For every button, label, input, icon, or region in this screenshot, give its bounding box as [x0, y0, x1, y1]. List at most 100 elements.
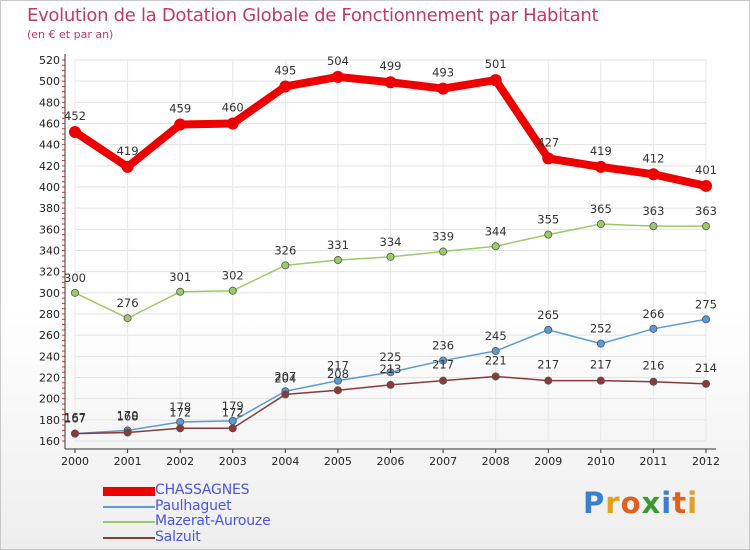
data-point — [649, 377, 658, 386]
data-point — [123, 314, 132, 323]
y-tick-label: 520 — [39, 54, 60, 67]
data-point — [596, 339, 605, 348]
chart-title: Evolution de la Dotation Globale de Fonc… — [27, 5, 599, 26]
data-label: 167 — [64, 412, 86, 426]
legend-label: CHASSAGNES — [155, 482, 250, 498]
data-point — [281, 261, 290, 270]
legend-swatch — [103, 487, 155, 496]
data-label: 460 — [222, 101, 244, 115]
data-label: 217 — [432, 358, 454, 372]
data-label: 363 — [695, 204, 717, 218]
data-label: 326 — [274, 243, 296, 257]
data-point — [702, 379, 711, 388]
data-point — [71, 429, 80, 438]
data-point — [647, 168, 660, 181]
logo-letter: r — [605, 486, 621, 520]
data-point — [281, 390, 290, 399]
data-point — [542, 152, 555, 165]
y-tick-label: 280 — [39, 308, 60, 321]
data-label: 302 — [222, 269, 244, 283]
data-point — [702, 222, 711, 231]
data-label: 265 — [537, 308, 559, 322]
data-point — [279, 80, 292, 93]
data-label: 276 — [117, 296, 139, 310]
data-point — [331, 70, 344, 83]
x-tick-label: 2012 — [692, 455, 720, 468]
data-labels: 452 419 459 460 495 504 499 493 501 427 419 412 401 1… — [64, 54, 717, 426]
y-tick-label: 300 — [39, 287, 60, 300]
x-tick-label: 2006 — [377, 455, 405, 468]
data-label: 419 — [117, 144, 139, 158]
x-tick-label: 2005 — [324, 455, 352, 468]
data-label: 331 — [327, 238, 349, 252]
data-label: 221 — [485, 353, 507, 367]
y-tick-label: 160 — [39, 435, 60, 448]
data-point — [596, 220, 605, 229]
data-label: 207 — [274, 369, 296, 383]
data-label: 214 — [695, 361, 717, 375]
logo-letter: i — [687, 486, 699, 520]
data-label: 172 — [169, 405, 191, 419]
data-label: 275 — [695, 297, 717, 311]
y-tick-label: 240 — [39, 350, 60, 363]
data-label: 344 — [485, 224, 507, 238]
legend-label: Mazerat-Aurouze — [155, 513, 271, 529]
data-point — [596, 376, 605, 385]
data-label: 172 — [222, 405, 244, 419]
data-point — [439, 356, 448, 365]
series-layer — [69, 70, 712, 438]
data-point — [491, 347, 500, 356]
legend-label: Paulhaguet — [155, 497, 232, 514]
x-tick-label: 2004 — [271, 455, 299, 468]
data-point — [489, 74, 502, 87]
x-tick-label: 2007 — [429, 455, 457, 468]
data-point — [491, 372, 500, 381]
data-label: 504 — [327, 54, 349, 68]
data-point — [333, 376, 342, 385]
y-tick-label: 460 — [39, 118, 60, 131]
data-point — [226, 117, 239, 130]
x-tick-label: 2003 — [219, 455, 247, 468]
data-label: 334 — [380, 235, 402, 249]
data-point — [544, 376, 553, 385]
logo-letter: P — [583, 486, 606, 520]
proxiti-logo: Proxiti — [583, 486, 698, 520]
data-label: 365 — [590, 202, 612, 216]
data-label: 493 — [432, 66, 454, 80]
legend-swatch — [103, 521, 155, 523]
y-tick-label: 400 — [39, 181, 60, 194]
y-tick-label: 380 — [39, 202, 60, 215]
x-tick-label: 2010 — [587, 455, 615, 468]
data-point — [439, 376, 448, 385]
legend-swatch — [103, 536, 155, 539]
data-label: 225 — [380, 350, 402, 364]
logo-letter: o — [620, 486, 642, 520]
legend-swatch — [103, 505, 155, 508]
data-label: 178 — [169, 400, 191, 414]
y-tick-label: 180 — [39, 414, 60, 427]
data-label: 495 — [274, 63, 296, 77]
data-point — [491, 242, 500, 251]
data-point — [594, 160, 607, 173]
data-point — [174, 118, 187, 131]
logo-letter: x — [641, 486, 662, 520]
data-label: 208 — [327, 367, 349, 381]
x-axis-ticks: 2000 2001 2002 2003 2004 2005 2006 2007 2008 2009… — [61, 455, 720, 468]
data-label: 459 — [169, 102, 191, 116]
y-tick-label: 260 — [39, 329, 60, 342]
data-label: 355 — [537, 213, 559, 227]
data-label: 236 — [432, 339, 454, 353]
axes — [62, 54, 716, 453]
data-label: 427 — [537, 135, 559, 149]
data-label: 168 — [117, 410, 139, 424]
data-label: 252 — [590, 322, 612, 336]
legend-label: Salzuit — [155, 528, 201, 545]
data-point — [386, 380, 395, 389]
data-point — [71, 288, 80, 297]
data-point — [228, 424, 237, 433]
data-point — [333, 386, 342, 395]
data-label: 170 — [117, 408, 139, 422]
data-label: 300 — [64, 271, 86, 285]
data-label: 339 — [432, 230, 454, 244]
